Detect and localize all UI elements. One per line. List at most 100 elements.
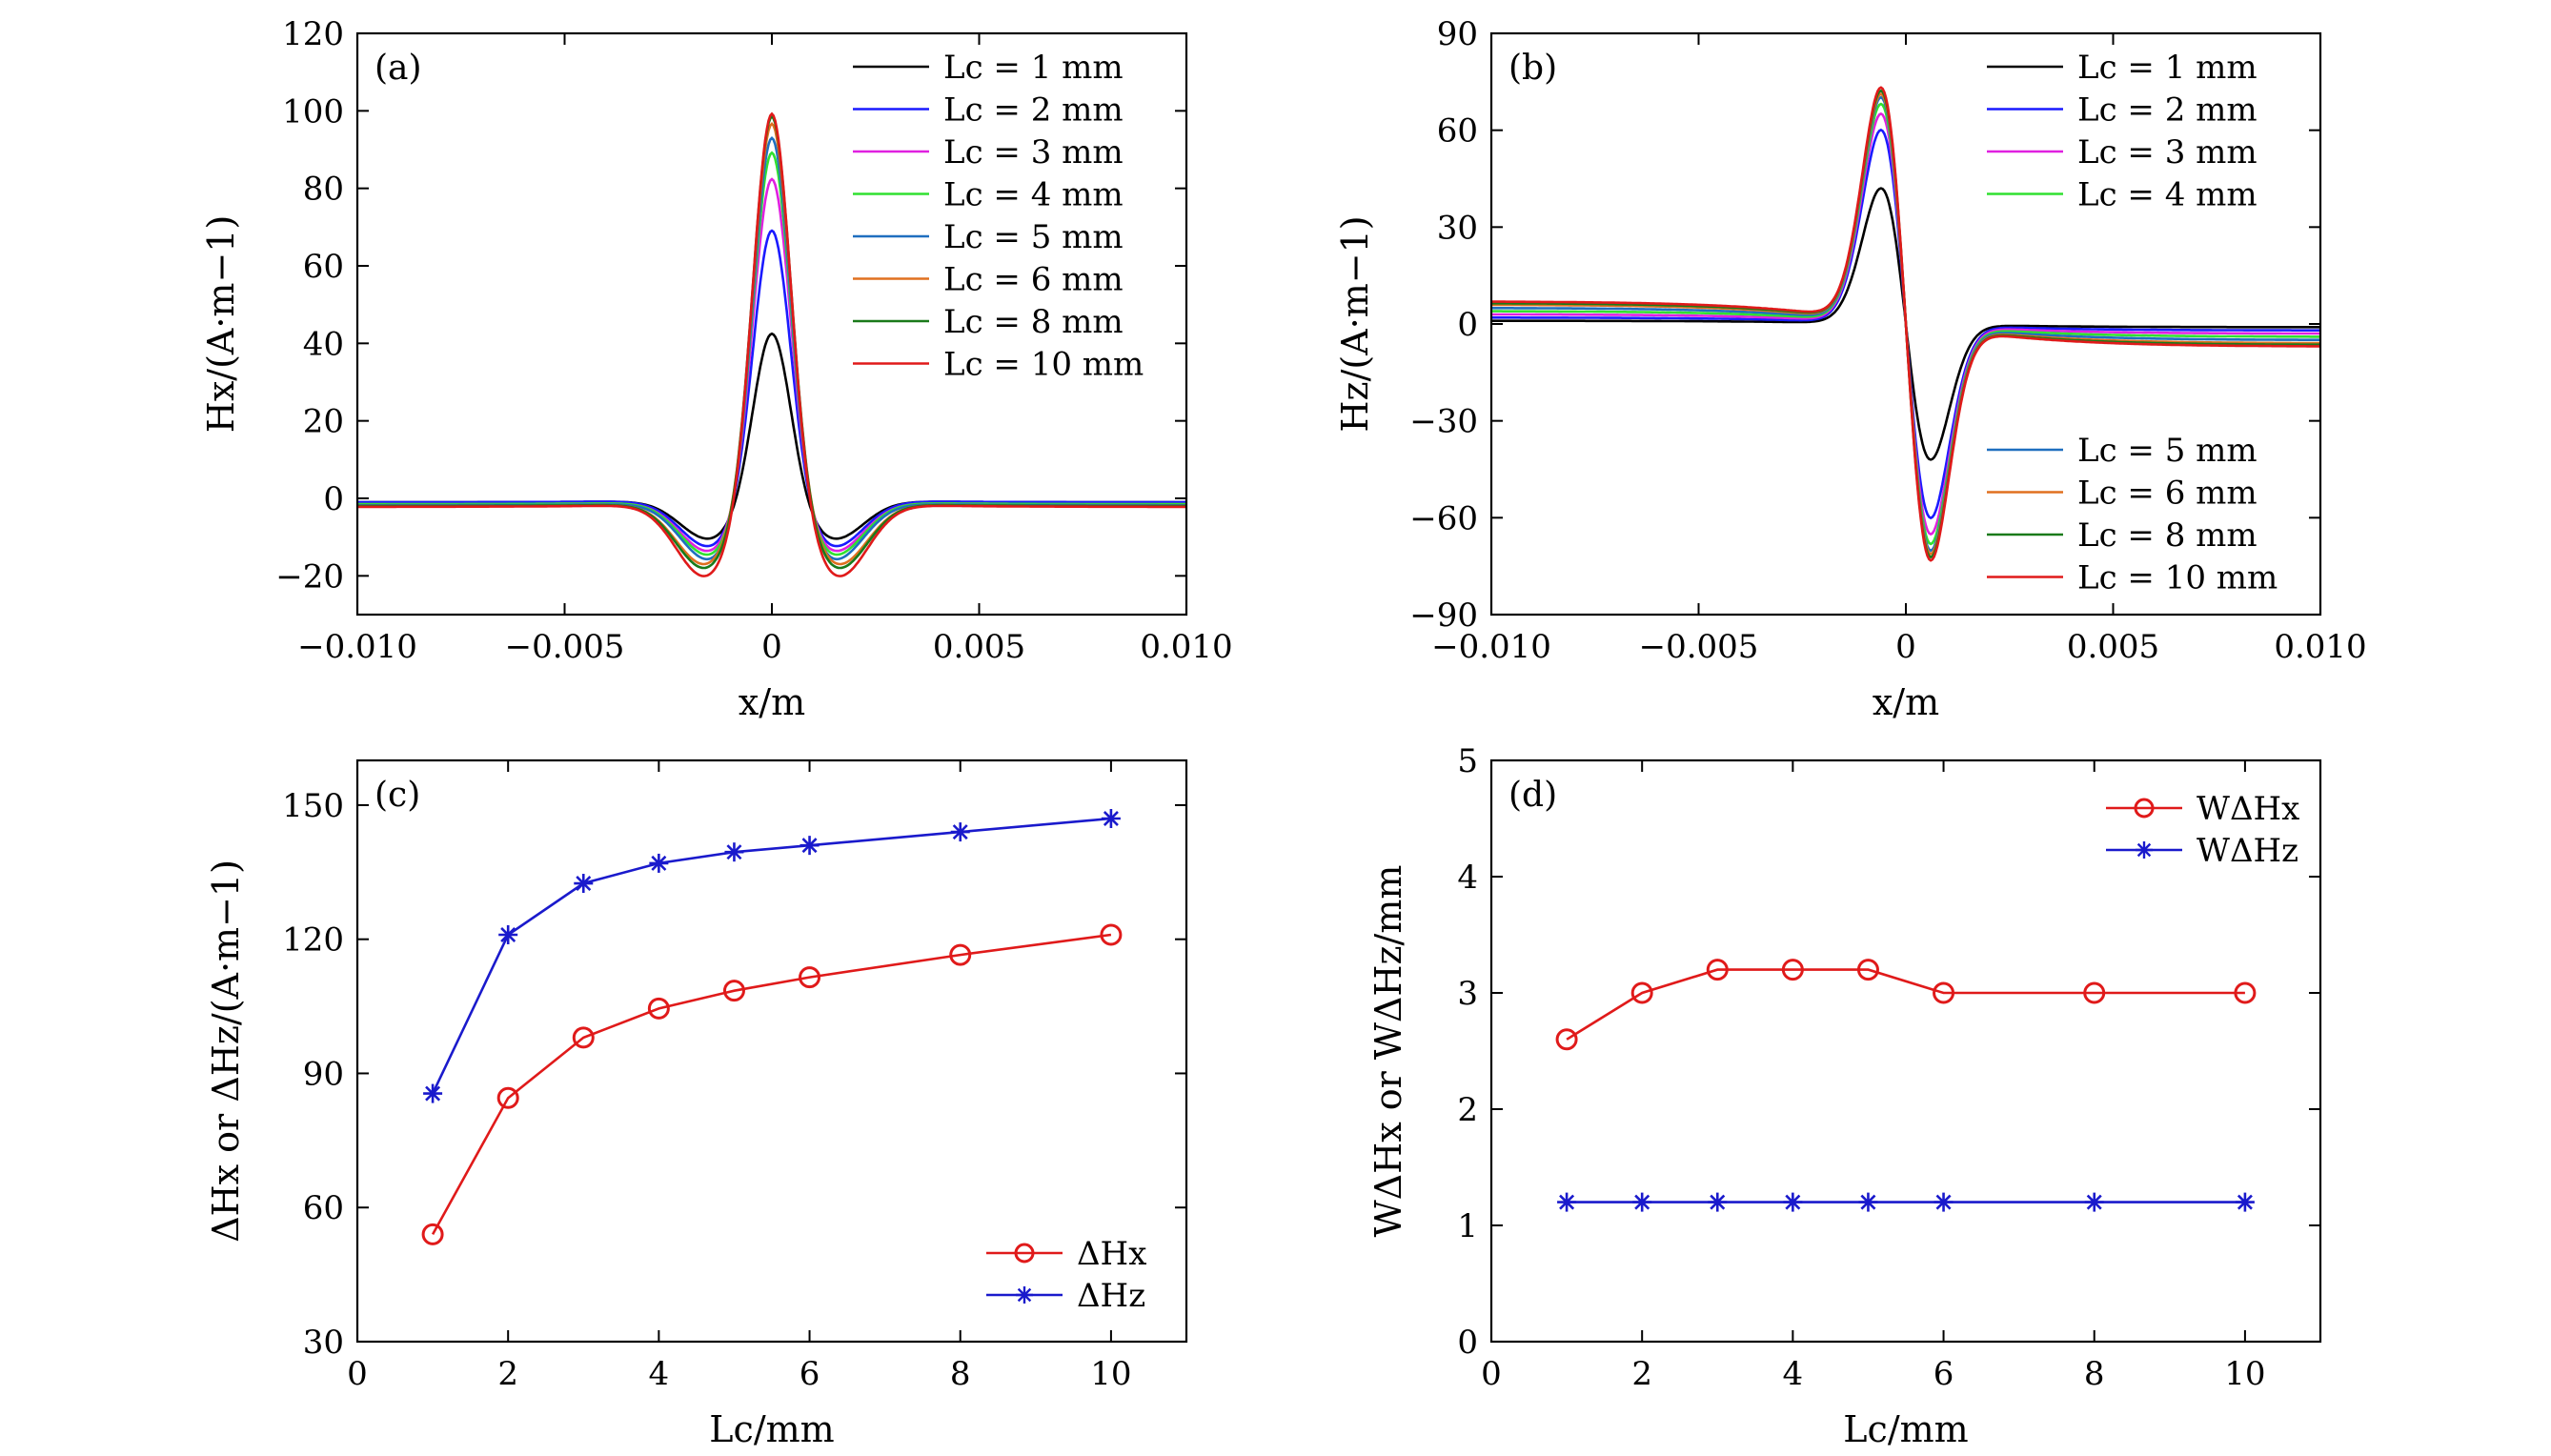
legend-entry-a-1: Lc = 2 mm (853, 91, 1124, 130)
y-axis-label-d: WΔHx or WΔHz/mm (1367, 865, 1409, 1238)
x-tick-label: 0 (1481, 1355, 1502, 1393)
legend-entry-a-4: Lc = 5 mm (853, 218, 1124, 256)
x-tick-label: 2 (1631, 1355, 1652, 1393)
y-axis-label-c: ΔHx or ΔHz/(A·m−1) (205, 859, 247, 1243)
legend-entry-d-0: WΔHx (2106, 790, 2299, 828)
legend-entry-a-7: Lc = 10 mm (853, 346, 1144, 384)
plot-area-d (1566, 968, 2245, 1203)
series-line-a-7 (357, 111, 1186, 577)
y-tick-label: 40 (303, 325, 344, 363)
x-tick-label: 0.010 (2274, 628, 2366, 666)
chart-panel-a: −0.010 −0.005 0 0.005 0.010 −20 0 20 40 60 80 100 12… (200, 15, 1233, 723)
y-tick-label: −30 (1409, 403, 1478, 441)
legend-label-b-6: Lc = 8 mm (2077, 516, 2257, 555)
legend-label-b-0: Lc = 1 mm (2077, 49, 2257, 87)
data-point-d-1-1 (1632, 1192, 1652, 1212)
legend-entry-b-6: Lc = 8 mm (1987, 516, 2257, 555)
plot-area-b (1491, 86, 2320, 562)
x-axis-label-a: x/m (739, 681, 805, 723)
data-point-d-1-2 (1708, 1192, 1728, 1212)
x-axis-label-c: Lc/mm (709, 1408, 834, 1450)
legend-entry-a-3: Lc = 4 mm (853, 176, 1124, 214)
x-axis-label-d: Lc/mm (1843, 1408, 1968, 1450)
legend-entry-a-5: Lc = 6 mm (853, 261, 1124, 299)
data-point-d-1-6 (2084, 1192, 2104, 1212)
y-tick-label: 3 (1457, 975, 1478, 1013)
x-tick-label: 10 (1090, 1355, 1131, 1393)
legend-entry-c-0: ΔHx (986, 1235, 1146, 1273)
x-tick-label: 4 (649, 1355, 670, 1393)
data-point-c-1-5 (800, 836, 820, 856)
data-point-d-0-0 (1555, 1028, 1578, 1051)
chart-panel-d: 0 2 4 6 8 10 0 1 2 3 4 5 (d) Lc/mm WΔHx or WΔHz/mm WΔHx… (1367, 742, 2322, 1450)
y-tick-label: 2 (1457, 1091, 1478, 1129)
legend-label-b-3: Lc = 4 mm (2077, 176, 2257, 214)
y-tick-label: 0 (1457, 306, 1478, 344)
legend-entry-a-0: Lc = 1 mm (853, 49, 1124, 87)
legend-entry-b-7: Lc = 10 mm (1987, 559, 2278, 597)
y-tick-label: 20 (303, 403, 344, 441)
x-tick-label: 6 (800, 1355, 820, 1393)
y-tick-label: 60 (303, 1189, 344, 1227)
x-tick-label: 4 (1783, 1355, 1804, 1393)
y-tick-label: 0 (323, 480, 344, 518)
chart-panel-c: 0 2 4 6 8 10 30 60 90 120 150 (c) Lc/mm ΔHx or ΔHz/(A… (205, 758, 1188, 1450)
data-point-c-0-5 (799, 966, 821, 989)
series-line-d-0 (1566, 968, 2245, 1041)
data-point-d-0-4 (1856, 959, 1879, 981)
data-point-c-1-7 (1101, 809, 1121, 828)
legend-label-b-2: Lc = 3 mm (2077, 133, 2257, 172)
data-point-d-1-4 (1858, 1192, 1878, 1212)
data-point-d-0-7 (2234, 981, 2257, 1004)
x-tick-label: 0.005 (933, 628, 1025, 666)
y-tick-label: −60 (1409, 499, 1478, 537)
data-point-c-1-2 (574, 874, 594, 894)
y-tick-label: 90 (1437, 15, 1478, 53)
legend-label-d-0: WΔHx (2197, 790, 2299, 828)
x-tick-label: 10 (2224, 1355, 2265, 1393)
series-line-c-0 (431, 933, 1112, 1236)
x-axis-label-b: x/m (1873, 681, 1939, 723)
x-tick-label: −0.010 (297, 628, 417, 666)
axes-frame-d (1489, 758, 2322, 1344)
x-tick-label: 8 (2084, 1355, 2105, 1393)
legend-label-a-0: Lc = 1 mm (943, 49, 1124, 87)
data-point-c-1-4 (724, 842, 744, 862)
x-tick-label: 0.010 (1140, 628, 1232, 666)
series-line-b-7 (1491, 86, 2320, 562)
panel-label-d: (d) (1508, 776, 1557, 815)
x-tick-label: −0.005 (505, 628, 625, 666)
y-tick-label: 60 (1437, 112, 1478, 151)
x-tick-label: −0.005 (1639, 628, 1759, 666)
x-tick-label: 0 (1895, 628, 1916, 666)
panel-label-a: (a) (375, 49, 422, 88)
series-line-c-1 (431, 817, 1112, 1095)
legend-label-b-7: Lc = 10 mm (2077, 559, 2278, 597)
data-point-c-0-1 (496, 1086, 519, 1109)
data-point-d-0-5 (1933, 981, 1955, 1004)
data-point-c-0-0 (421, 1223, 444, 1245)
data-point-c-0-6 (949, 943, 972, 966)
x-tick-label: 0 (761, 628, 782, 666)
legend-label-b-4: Lc = 5 mm (2077, 432, 2257, 470)
legend-entry-b-5: Lc = 6 mm (1987, 475, 2257, 513)
legend-entry-b-3: Lc = 4 mm (1987, 176, 2257, 214)
data-point-c-1-3 (649, 853, 669, 873)
x-tick-label: −0.010 (1431, 628, 1551, 666)
panel-label-b: (b) (1508, 49, 1557, 88)
legend-label-c-1: ΔHz (1077, 1277, 1145, 1315)
plot-area-a (357, 111, 1186, 577)
x-tick-label: 2 (497, 1355, 518, 1393)
y-tick-label: −20 (275, 557, 344, 596)
x-tick-label: 0.005 (2067, 628, 2159, 666)
data-point-d-1-0 (1557, 1192, 1577, 1212)
data-point-d-1-7 (2235, 1192, 2255, 1212)
panel-label-c: (c) (375, 776, 420, 815)
data-point-c-0-7 (1100, 923, 1123, 946)
chart-panel-b: −0.010 −0.005 0 0.005 0.010 −90 −60 −30 0 30 60 90 (… (1334, 15, 2367, 723)
legend-entry-b-1: Lc = 2 mm (1987, 91, 2257, 130)
legend-entry-b-0: Lc = 1 mm (1987, 49, 2257, 87)
y-tick-label: 120 (282, 15, 344, 53)
plot-area-c (431, 817, 1112, 1236)
